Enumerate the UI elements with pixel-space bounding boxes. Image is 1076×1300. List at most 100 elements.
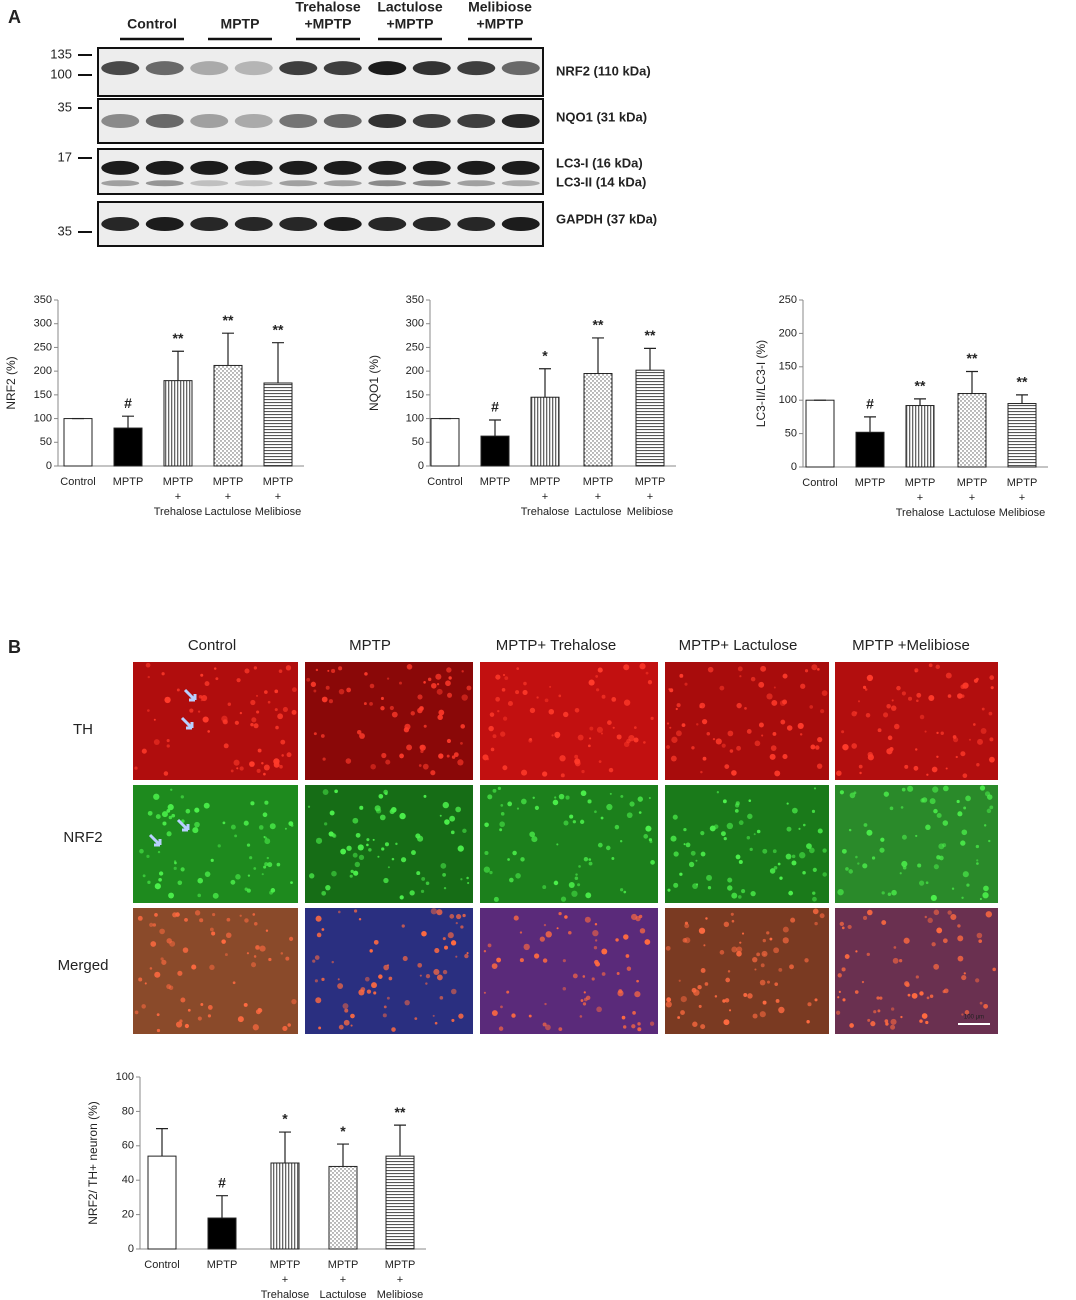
cell-signal bbox=[936, 927, 943, 934]
y-tick-label: 20 bbox=[122, 1209, 134, 1221]
cell-signal bbox=[504, 676, 509, 680]
cell-signal bbox=[704, 982, 709, 986]
cell-signal bbox=[747, 813, 753, 820]
cell-signal bbox=[282, 706, 288, 712]
x-tick-label: Control bbox=[144, 1259, 179, 1271]
cell-signal bbox=[264, 690, 268, 694]
cell-signal bbox=[990, 686, 994, 690]
cell-signal bbox=[633, 737, 639, 743]
cell-signal bbox=[261, 762, 264, 765]
cell-signal bbox=[623, 741, 630, 748]
cell-signal bbox=[467, 881, 470, 885]
cell-signal bbox=[385, 759, 391, 765]
cell-signal bbox=[736, 702, 742, 709]
cell-signal bbox=[680, 1010, 685, 1015]
cell-signal bbox=[366, 843, 369, 847]
cell-signal bbox=[255, 945, 260, 950]
x-tick-label: Melibiose bbox=[377, 1289, 423, 1300]
cell-signal bbox=[230, 824, 236, 830]
cell-signal bbox=[369, 949, 373, 953]
cell-signal bbox=[391, 711, 398, 718]
blot-band bbox=[323, 160, 362, 175]
cell-signal bbox=[673, 851, 679, 857]
cell-signal bbox=[145, 662, 151, 668]
bar bbox=[207, 1217, 237, 1250]
cell-signal bbox=[643, 741, 646, 744]
cell-signal bbox=[593, 946, 598, 950]
cell-signal bbox=[213, 667, 217, 670]
cell-signal bbox=[973, 678, 979, 683]
cell-signal bbox=[771, 699, 778, 706]
significance: ** bbox=[273, 321, 284, 337]
cell-signal bbox=[903, 937, 910, 944]
cell-signal bbox=[501, 688, 506, 692]
cell-signal bbox=[667, 888, 671, 892]
cell-signal bbox=[677, 1016, 681, 1019]
cell-signal bbox=[209, 927, 214, 932]
cell-signal bbox=[166, 739, 170, 743]
cell-signal bbox=[325, 685, 330, 690]
cell-signal bbox=[197, 877, 204, 884]
cell-signal bbox=[758, 681, 765, 688]
cell-signal bbox=[369, 702, 373, 706]
cell-signal bbox=[989, 737, 994, 742]
cell-signal bbox=[727, 730, 734, 737]
x-tick-label: + bbox=[1019, 492, 1025, 504]
cell-signal bbox=[977, 738, 983, 745]
cell-signal bbox=[802, 870, 806, 875]
cell-signal bbox=[600, 732, 604, 735]
cell-signal bbox=[672, 814, 678, 820]
cell-signal bbox=[373, 939, 379, 945]
cell-signal bbox=[666, 997, 672, 1003]
cell-signal bbox=[579, 819, 585, 824]
cell-signal bbox=[498, 1026, 504, 1031]
cell-signal bbox=[685, 842, 691, 848]
cell-signal bbox=[543, 923, 547, 927]
cell-signal bbox=[616, 972, 620, 975]
cell-signal bbox=[340, 848, 347, 855]
cell-signal bbox=[988, 756, 995, 763]
cell-signal bbox=[565, 795, 570, 800]
cell-signal bbox=[256, 710, 260, 714]
cell-signal bbox=[769, 937, 773, 941]
cell-signal bbox=[727, 885, 733, 891]
x-tick-label: MPTP bbox=[385, 1259, 416, 1271]
cell-signal bbox=[275, 725, 279, 730]
cell-signal bbox=[176, 688, 180, 692]
cell-signal bbox=[423, 681, 426, 684]
cell-signal bbox=[253, 921, 258, 926]
x-tick-label: Melibiose bbox=[255, 506, 301, 518]
cell-signal bbox=[594, 959, 599, 965]
cell-signal bbox=[280, 952, 284, 955]
cell-signal bbox=[420, 889, 425, 894]
cell-signal bbox=[799, 852, 806, 859]
cell-signal bbox=[287, 1023, 291, 1027]
cell-signal bbox=[520, 857, 525, 862]
cell-signal bbox=[883, 791, 889, 797]
cell-signal bbox=[378, 793, 384, 799]
cell-signal bbox=[515, 873, 521, 879]
cell-signal bbox=[198, 694, 203, 699]
cell-signal bbox=[779, 876, 783, 880]
cell-signal bbox=[632, 1011, 636, 1015]
cell-signal bbox=[749, 847, 753, 851]
error-bar bbox=[216, 1195, 228, 1219]
x-tick-label: + bbox=[542, 491, 548, 503]
cell-signal bbox=[975, 978, 980, 983]
cell-signal bbox=[309, 873, 315, 879]
cell-signal bbox=[870, 1021, 876, 1027]
cell-signal bbox=[881, 920, 887, 926]
cell-signal bbox=[688, 861, 695, 868]
cell-signal bbox=[395, 842, 398, 846]
cell-signal bbox=[197, 893, 202, 898]
cell-signal bbox=[907, 696, 913, 701]
cell-signal bbox=[172, 912, 178, 918]
bar bbox=[213, 364, 243, 467]
cell-signal bbox=[890, 1018, 897, 1025]
blot-band bbox=[412, 61, 451, 76]
blot-band bbox=[101, 217, 140, 231]
blot-band bbox=[279, 160, 318, 175]
blot-band bbox=[412, 114, 451, 128]
cell-signal bbox=[806, 1020, 810, 1024]
bar bbox=[263, 382, 293, 467]
